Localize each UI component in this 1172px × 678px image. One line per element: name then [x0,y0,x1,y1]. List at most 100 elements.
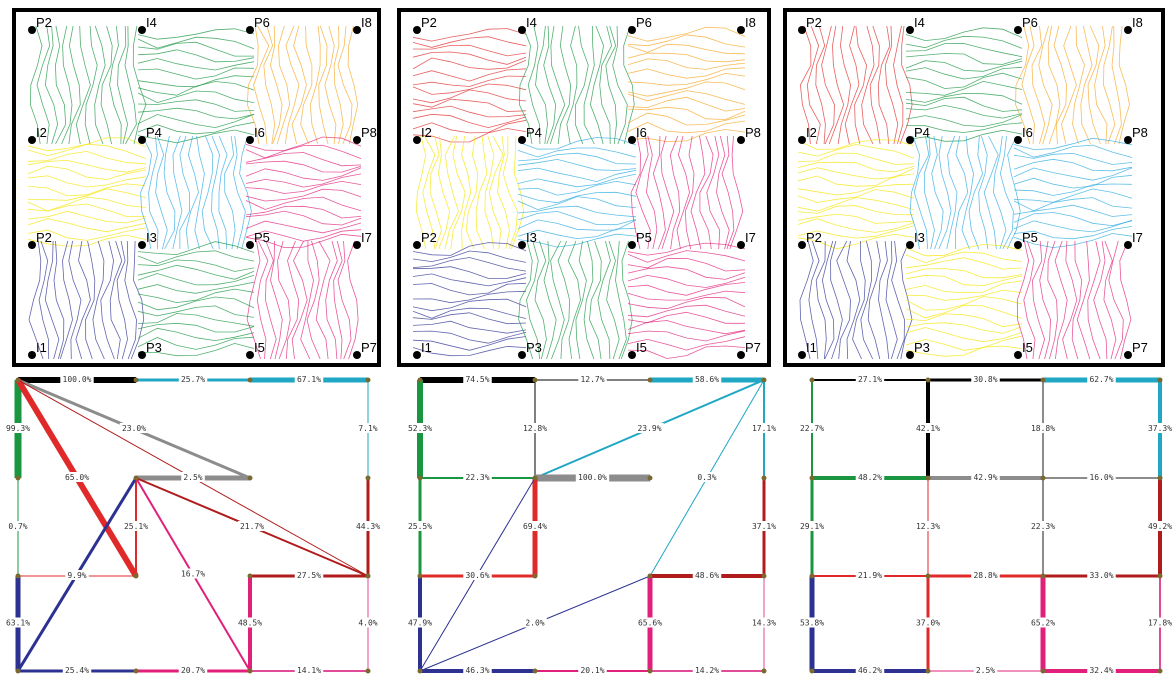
flow-node [1157,573,1163,579]
edge-percent-label: 74.5% [465,375,489,384]
trail-map-middle: P2 I4 P6 I8 I2 P4 I6 P8 P2 I3 P5 I7 I1 P3 I5 P7 [397,8,771,367]
map-node-label: P3 [146,340,162,355]
map-node [798,26,806,34]
flow-node [532,475,538,481]
edge-percent-label: 37.3% [1148,424,1172,433]
edge-percent-label: 100.0% [578,473,607,482]
map-node [737,241,745,249]
edge-label-bg [913,617,943,628]
flow-node [365,668,371,674]
edge-label-bg [913,521,943,531]
edge-percent-label: 14.3% [752,619,776,628]
map-node [28,136,36,144]
edge-label-bg [181,472,205,482]
map-node-label: I5 [254,340,265,355]
edge-label-bg [749,617,779,628]
edge-percent-label: 0.3% [697,473,716,482]
edge-label-bg [1028,617,1058,628]
map-node [628,241,636,249]
edge-percent-label: 47.9% [408,619,432,628]
flow-node [133,573,139,579]
flow-node [365,377,371,383]
flow-graph-left: 100.0% 25.7% 67.1% 99.3% 23.0% 65.0% 7.1% 2.5% 2… [3,374,383,675]
map-node [737,136,745,144]
edge-label-bg [855,570,885,580]
flow-node [1157,475,1163,481]
map-node-label: P4 [526,125,542,140]
edge-label-bg [520,521,550,531]
edge-label-bg [749,423,779,433]
flow-node [133,377,139,383]
map-node [1124,241,1132,249]
edge-percent-label: 27.5% [297,571,321,580]
edge-label-bg [749,521,779,531]
edge-label-bg [235,617,265,628]
map-node-label: I3 [146,230,157,245]
trail-map-right: P2 I4 P6 I8 I2 P4 I6 P8 P2 I3 P5 I7 I1 P3 I5 P7 [783,8,1165,367]
map-node [28,351,36,359]
map-node-label: I3 [914,230,925,245]
map-node-label: P7 [361,340,377,355]
map-node-label: P3 [914,340,930,355]
edge-label-bg [1087,472,1116,482]
map-node [413,26,421,34]
edge-percent-label: 52.3% [408,424,432,433]
edge-percent-label: 69.4% [523,522,547,531]
map-node-label: I5 [1022,340,1033,355]
map-node-label: I7 [1132,230,1143,245]
map-node-label: P5 [636,230,652,245]
map-node-label: I8 [1132,15,1143,30]
map-node [628,351,636,359]
edge-percent-label: 12.8% [523,424,547,433]
edge-percent-label: 23.9% [637,424,661,433]
map-node-label: P2 [36,230,52,245]
map-node [246,351,254,359]
edge-label-bg [692,374,722,384]
edge-label-bg [971,472,1000,482]
flow-node [647,377,653,383]
edge-label-bg [855,472,885,482]
edge-label-bg [294,665,324,675]
edge-percent-label: 12.7% [580,375,604,384]
flow-node [247,377,253,383]
map-node [798,241,806,249]
map-node-label: I1 [36,340,47,355]
edge-percent-label: 21.9% [858,571,882,580]
map-node [138,136,146,144]
flow-node [365,573,371,579]
flow-node [133,668,139,674]
edge-percent-label: 27.1% [858,375,882,384]
map-node [353,136,361,144]
edge-percent-label: 33.0% [1089,571,1113,580]
edge-percent-label: 48.2% [858,473,882,482]
edge-label-bg [635,423,664,433]
edge-percent-label: 9.9% [67,571,86,580]
flow-node [647,475,653,481]
map-node [906,26,914,34]
map-node-label: I4 [146,15,157,30]
map-node [628,26,636,34]
map-node [1124,26,1132,34]
edge-label-bg [692,665,722,675]
map-node [413,351,421,359]
map-node [798,136,806,144]
edge-percent-label: 16.0% [1089,473,1113,482]
map-node-label: I2 [806,125,817,140]
edge-label-bg [119,423,149,433]
edge-label-bg [578,374,607,384]
edge-label-bg [855,374,885,384]
edge-label-bg [855,665,885,675]
flow-node [15,573,21,579]
edge-percent-label: 25.7% [181,375,205,384]
map-node-label: I1 [421,340,432,355]
flow-node [761,573,767,579]
edge-label-bg [178,665,208,675]
map-node-label: P6 [1022,15,1038,30]
trail-lines [797,25,1133,360]
map-node-label: I3 [526,230,537,245]
edge-label-bg [1145,521,1172,531]
edge-label-bg [463,374,492,384]
map-node [413,241,421,249]
edge-percent-label: 12.3% [916,522,940,531]
